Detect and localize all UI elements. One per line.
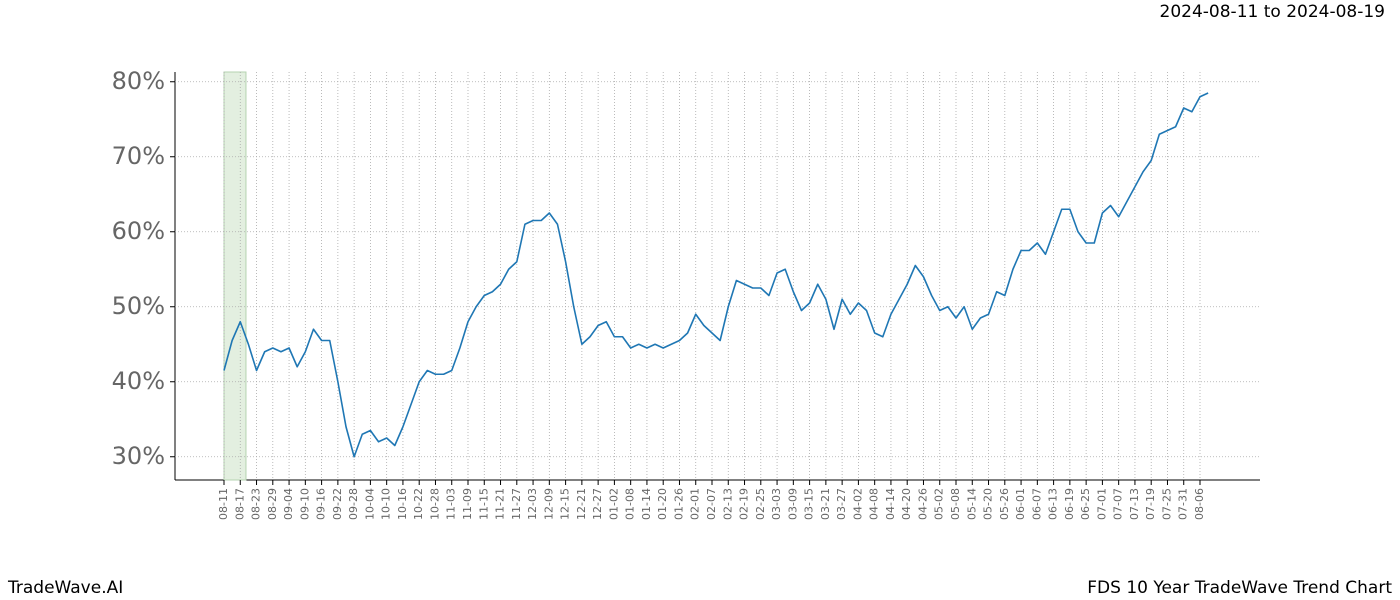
x-tick-label: 01-08 <box>624 488 637 520</box>
x-tick-label: 04-08 <box>868 488 881 520</box>
y-tick-label: 40% <box>112 367 165 395</box>
date-range: 2024-08-11 to 2024-08-19 <box>1160 2 1385 22</box>
x-tick-label: 05-02 <box>933 488 946 520</box>
x-tick-label: 10-28 <box>428 488 441 520</box>
x-tick-label: 09-10 <box>298 488 311 520</box>
x-tick-label: 03-03 <box>770 488 783 520</box>
x-tick-label: 05-08 <box>949 488 962 520</box>
x-tick-label: 12-15 <box>559 488 572 520</box>
trend-line <box>223 92 1209 458</box>
x-tick-label: 02-25 <box>754 488 767 520</box>
x-tick-label: 07-07 <box>1112 488 1125 520</box>
x-tick-label: 06-07 <box>1030 488 1043 520</box>
x-tick-label: 08-29 <box>266 488 279 520</box>
x-tick-label: 07-25 <box>1160 488 1173 520</box>
x-tick-label: 03-15 <box>803 488 816 520</box>
x-tick-label: 01-14 <box>640 488 653 520</box>
x-tick-label: 09-28 <box>347 488 360 520</box>
x-tick-label: 06-25 <box>1079 488 1092 520</box>
x-tick-label: 12-21 <box>575 488 588 520</box>
x-tick-label: 09-22 <box>331 488 344 520</box>
x-tick-label: 08-11 <box>217 488 230 520</box>
x-tick-label: 11-09 <box>461 488 474 520</box>
x-tick-label: 11-03 <box>445 488 458 520</box>
x-tick-label: 03-21 <box>819 488 832 520</box>
x-tick-label: 02-19 <box>738 488 751 520</box>
x-tick-label: 02-01 <box>689 488 702 520</box>
x-tick-label: 05-14 <box>965 488 978 520</box>
x-tick-label: 10-16 <box>396 488 409 520</box>
x-tick-label: 10-10 <box>380 488 393 520</box>
x-tick-label: 11-15 <box>477 488 490 520</box>
x-tick-label: 12-27 <box>591 488 604 520</box>
x-tick-label: 01-26 <box>672 488 685 520</box>
x-tick-label: 06-19 <box>1063 488 1076 520</box>
y-tick-label: 70% <box>112 142 165 170</box>
x-tick-label: 01-02 <box>607 488 620 520</box>
x-tick-label: 04-26 <box>916 488 929 520</box>
x-tick-label: 09-16 <box>315 488 328 520</box>
x-tick-label: 05-26 <box>998 488 1011 520</box>
x-tick-label: 06-01 <box>1014 488 1027 520</box>
x-tick-label: 11-21 <box>494 488 507 520</box>
x-tick-label: 02-07 <box>705 488 718 520</box>
x-tick-label: 04-20 <box>900 488 913 520</box>
x-tick-label: 04-02 <box>851 488 864 520</box>
y-tick-label: 60% <box>112 217 165 245</box>
chart-title: FDS 10 Year TradeWave Trend Chart <box>1087 578 1392 598</box>
x-tick-label: 08-17 <box>233 488 246 520</box>
highlight-band <box>223 71 247 481</box>
x-tick-label: 10-04 <box>363 488 376 520</box>
x-tick-label: 04-14 <box>884 488 897 520</box>
x-tick-label: 11-27 <box>510 488 523 520</box>
x-tick-label: 05-20 <box>982 488 995 520</box>
x-tick-label: 12-09 <box>542 488 555 520</box>
brand: TradeWave.AI <box>7 578 123 598</box>
y-tick-label: 50% <box>112 292 165 320</box>
x-tick-label: 08-06 <box>1193 488 1206 520</box>
x-tick-label: 06-13 <box>1047 488 1060 520</box>
y-tick-label: 30% <box>112 442 165 470</box>
x-tick-label: 07-31 <box>1177 488 1190 520</box>
x-tick-label: 07-19 <box>1144 488 1157 520</box>
y-tick-label: 80% <box>112 67 165 95</box>
x-tick-label: 09-04 <box>282 488 295 520</box>
x-tick-label: 03-27 <box>835 488 848 520</box>
x-tick-label: 07-13 <box>1128 488 1141 520</box>
x-tick-label: 08-23 <box>250 488 263 520</box>
x-tick-label: 07-01 <box>1095 488 1108 520</box>
x-tick-label: 12-03 <box>526 488 539 520</box>
x-tick-label: 10-22 <box>412 488 425 520</box>
x-tick-label: 03-09 <box>786 488 799 520</box>
x-tick-label: 02-13 <box>721 488 734 520</box>
x-tick-label: 01-20 <box>656 488 669 520</box>
